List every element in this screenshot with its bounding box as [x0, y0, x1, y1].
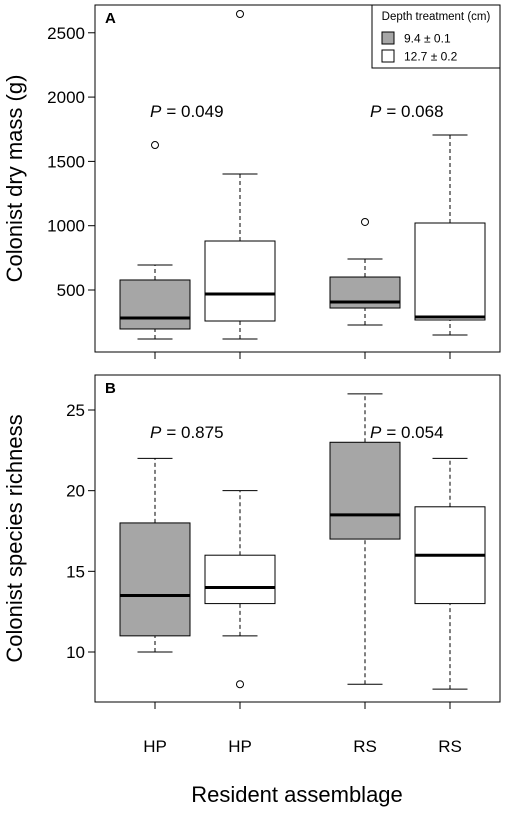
y-tick-label: 1500 — [47, 152, 85, 171]
panel-label: B — [105, 380, 116, 397]
box — [204, 240, 276, 322]
annotation-italic: P — [370, 423, 382, 442]
box — [204, 554, 276, 605]
plot-frame — [94, 374, 501, 703]
legend-swatch — [381, 49, 395, 63]
y-tick-label: 25 — [66, 401, 85, 420]
plot-frame — [94, 4, 501, 353]
y-tick-label: 2000 — [47, 88, 85, 107]
y-tick-label: 1000 — [47, 217, 85, 236]
annotation: P = 0.068 — [370, 102, 444, 121]
annotation-italic: P — [150, 423, 162, 442]
x-tick-label: HP — [143, 737, 167, 756]
panel-label: A — [105, 10, 116, 27]
legend-label: 12.7 ± 0.2 — [404, 50, 458, 64]
x-tick-label: RS — [353, 737, 377, 756]
box — [414, 222, 486, 321]
legend-label: 9.4 ± 0.1 — [404, 32, 451, 46]
annotation-italic: P — [150, 102, 162, 121]
annotation: P = 0.054 — [370, 423, 444, 442]
annotation: P = 0.049 — [150, 102, 224, 121]
annotation: P = 0.875 — [150, 423, 224, 442]
annotation-italic: P — [370, 102, 382, 121]
annotation-text: = 0.875 — [166, 423, 223, 442]
annotation-text: = 0.054 — [386, 423, 443, 442]
box — [329, 441, 401, 540]
outlier — [236, 680, 244, 689]
outlier — [361, 217, 369, 226]
outlier — [236, 10, 244, 19]
x-tick-label: HP — [228, 737, 252, 756]
y-tick-label: 20 — [66, 482, 85, 501]
box — [119, 522, 191, 637]
x-tick-label: RS — [438, 737, 462, 756]
y-axis-title: Colonist dry mass (g) — [2, 75, 27, 283]
y-tick-label: 2500 — [47, 24, 85, 43]
annotation-text: = 0.068 — [386, 102, 443, 121]
y-tick-label: 500 — [57, 281, 85, 300]
y-axis-title: Colonist species richness — [2, 414, 27, 662]
y-tick-label: 15 — [66, 562, 85, 581]
annotation-text: = 0.049 — [166, 102, 223, 121]
legend-title: Depth treatment (cm) — [382, 11, 491, 23]
outlier — [151, 141, 159, 150]
x-axis-title: Resident assemblage — [191, 782, 403, 807]
legend-swatch — [381, 31, 395, 45]
y-tick-label: 10 — [66, 643, 85, 662]
box — [119, 279, 191, 330]
